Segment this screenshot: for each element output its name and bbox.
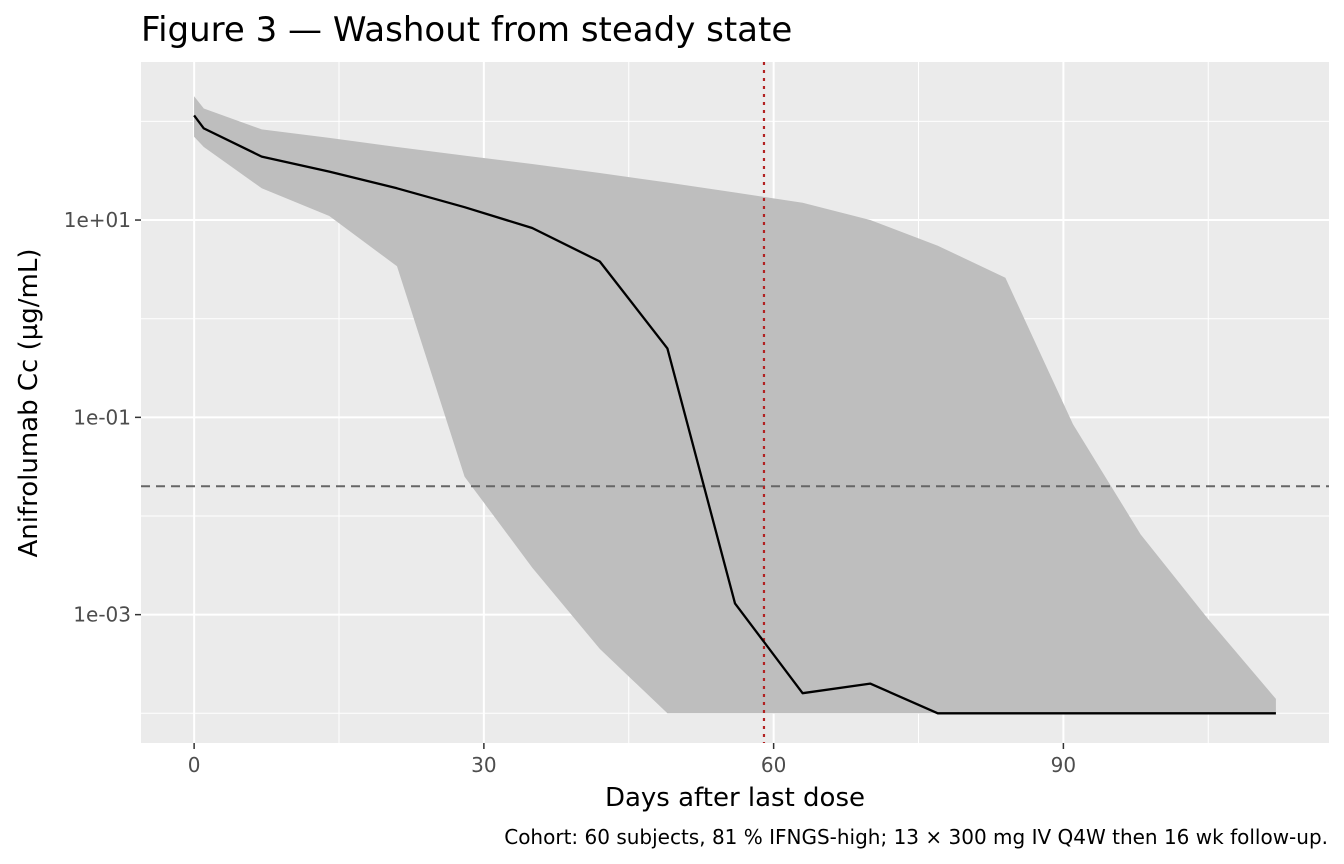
chart-title: Figure 3 — Washout from steady state bbox=[141, 10, 792, 50]
median-line-layer bbox=[193, 114, 1276, 715]
x-tick-label: 90 bbox=[1051, 753, 1076, 777]
chart-caption: Cohort: 60 subjects, 81 % IFNGS-high; 13… bbox=[504, 825, 1328, 849]
reference-lines-layer bbox=[141, 62, 1329, 743]
x-tick-label: 0 bbox=[188, 753, 201, 777]
x-axis-ticks: 0 30 60 90 bbox=[188, 743, 1076, 777]
median-line bbox=[193, 114, 1276, 715]
x-axis-label: Days after last dose bbox=[605, 783, 865, 813]
y-axis-label: Anifrolumab Cc (µg/mL) bbox=[14, 248, 44, 557]
x-tick-label: 60 bbox=[761, 753, 786, 777]
y-tick-label: 1e-03 bbox=[73, 603, 131, 627]
y-tick-label: 1e+01 bbox=[64, 208, 131, 232]
y-tick-label: 1e-01 bbox=[73, 405, 131, 429]
confidence-ribbon bbox=[194, 96, 1276, 714]
confidence-ribbon-layer bbox=[194, 96, 1276, 714]
y-axis-ticks: 1e-03 1e-01 1e+01 bbox=[64, 208, 141, 627]
x-tick-label: 30 bbox=[471, 753, 496, 777]
